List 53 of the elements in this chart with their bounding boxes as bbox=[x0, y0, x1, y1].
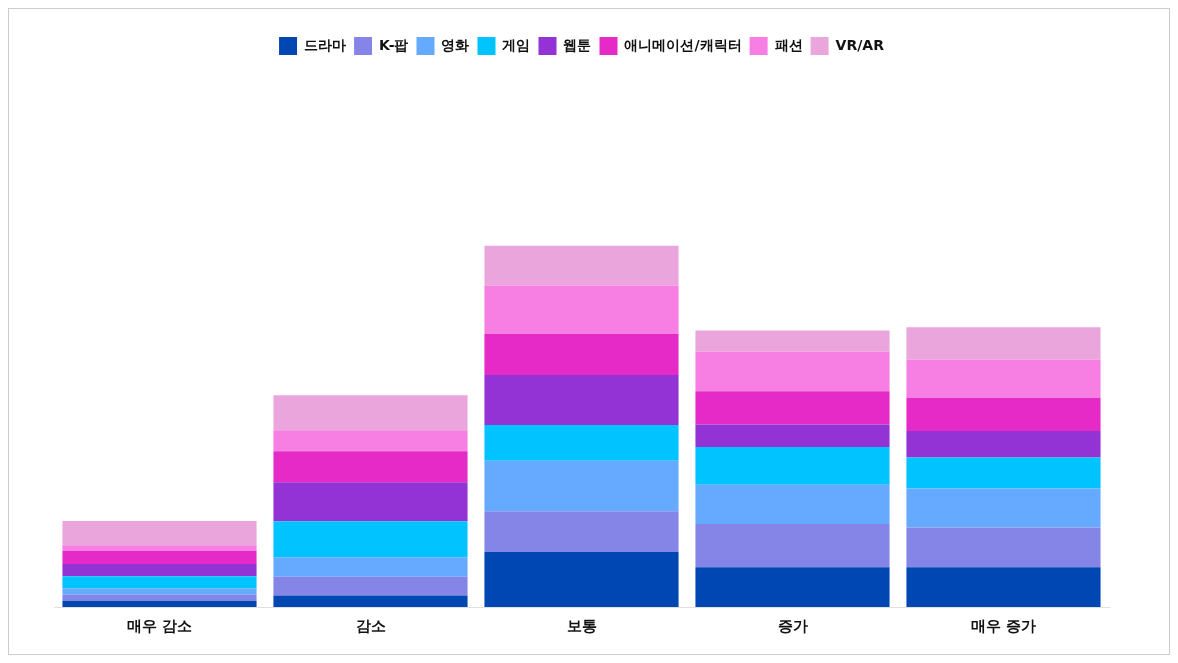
bar bbox=[273, 451, 468, 483]
bar bbox=[695, 567, 890, 607]
bar bbox=[62, 550, 257, 564]
bar bbox=[695, 351, 890, 392]
bar bbox=[906, 397, 1101, 432]
bar bbox=[906, 359, 1101, 398]
bar bbox=[484, 285, 679, 334]
x-tick-label: 매우 증가 bbox=[970, 616, 1037, 635]
legend-label: 패션 bbox=[774, 36, 803, 53]
bar bbox=[695, 391, 890, 425]
bar bbox=[695, 523, 890, 568]
bar bbox=[906, 457, 1101, 489]
legend-label: 드라마 bbox=[304, 36, 347, 53]
x-tick-label: 매우 감소 bbox=[126, 616, 193, 635]
legend-label: K-팝 bbox=[379, 36, 409, 53]
bar bbox=[695, 424, 890, 447]
bar bbox=[695, 484, 890, 524]
legend-label: 애니메이션/캐릭터 bbox=[624, 36, 742, 53]
bar bbox=[906, 488, 1101, 528]
bar bbox=[484, 460, 679, 512]
bar bbox=[906, 327, 1101, 360]
bar bbox=[62, 576, 257, 589]
bar bbox=[273, 576, 468, 596]
bar bbox=[273, 521, 468, 558]
bar bbox=[62, 600, 257, 607]
bar bbox=[484, 245, 679, 286]
bar bbox=[695, 330, 890, 352]
legend-label: 게임 bbox=[502, 36, 531, 53]
bar bbox=[62, 594, 257, 601]
legend-label: 웹툰 bbox=[563, 36, 592, 53]
bar bbox=[273, 482, 468, 522]
bar bbox=[62, 545, 257, 551]
bar bbox=[62, 588, 257, 595]
bar bbox=[273, 395, 468, 431]
bar bbox=[484, 333, 679, 376]
bar bbox=[273, 557, 468, 577]
x-tick-label: 감소 bbox=[355, 616, 386, 635]
bar bbox=[273, 595, 468, 607]
legend-label: VR/AR bbox=[835, 36, 885, 53]
x-tick-label: 보통 bbox=[566, 616, 597, 635]
bar bbox=[695, 446, 890, 485]
bar bbox=[484, 424, 679, 461]
bar bbox=[484, 511, 679, 552]
bar bbox=[484, 551, 679, 607]
bar bbox=[62, 521, 257, 546]
legend-label: 영화 bbox=[441, 36, 470, 53]
bar bbox=[273, 430, 468, 452]
bar bbox=[906, 431, 1101, 458]
x-tick-label: 증가 bbox=[777, 616, 808, 635]
bar bbox=[906, 527, 1101, 568]
bar bbox=[906, 567, 1101, 607]
bar bbox=[484, 375, 679, 425]
bar bbox=[62, 564, 257, 577]
